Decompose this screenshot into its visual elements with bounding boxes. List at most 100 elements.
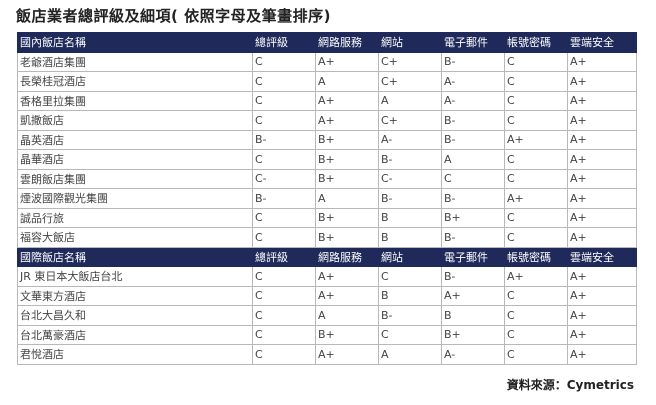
grade-cell: C <box>252 207 316 228</box>
grade-cell: B+ <box>315 129 379 150</box>
grade-cell: B- <box>378 188 442 209</box>
grade-cell: B+ <box>441 207 505 228</box>
grade-cell: C <box>252 324 316 345</box>
grade-cell: C- <box>378 168 442 189</box>
grade-cell: B+ <box>315 227 379 248</box>
table-header-row: 國際飯店名稱 總評級 網路服務 網站 電子郵件 帳號密碼 雲端安全 <box>17 246 637 267</box>
grade-cell: C <box>441 168 505 189</box>
grade-cell: A+ <box>567 344 637 365</box>
grade-cell: B+ <box>315 168 379 189</box>
grade-cell: A+ <box>567 129 637 150</box>
table-row: 文華東方酒店 C A+ B A+ C A+ <box>17 285 637 306</box>
grade-cell: A <box>378 90 442 111</box>
table-header-row: 國內飯店名稱 總評級 網路服務 網站 電子郵件 帳號密碼 雲端安全 <box>17 32 637 53</box>
table-row: 晶華酒店 C B+ B- A C A+ <box>17 149 637 170</box>
grade-cell: A- <box>441 71 505 92</box>
table-row: 煙波國際觀光集團 B- A B- B- A+ A+ <box>17 188 637 209</box>
table-row: 君悅酒店 C A+ A A- C A+ <box>17 344 637 365</box>
table-row: 台北萬豪酒店 C B+ C B+ C A+ <box>17 324 637 345</box>
hotel-rating-table: 國內飯店名稱 總評級 網路服務 網站 電子郵件 帳號密碼 雲端安全 老爺酒店集團 C A+ C+ B-… <box>17 32 637 365</box>
grade-cell: C <box>252 71 316 92</box>
grade-cell: C <box>252 227 316 248</box>
grade-cell: A+ <box>567 188 637 209</box>
grade-cell: A+ <box>567 90 637 111</box>
column-header: 電子郵件 <box>441 246 505 267</box>
column-header: 帳號密碼 <box>504 32 568 53</box>
grade-cell: A <box>315 188 379 209</box>
hotel-name-cell: 雲朗飯店集團 <box>17 168 253 189</box>
table-row: 誠品行旅 C B+ B B+ C A+ <box>17 207 637 228</box>
grade-cell: A+ <box>567 71 637 92</box>
grade-cell: A <box>441 149 505 170</box>
column-header: 雲端安全 <box>567 246 637 267</box>
grade-cell: A+ <box>567 266 637 287</box>
column-header: 網路服務 <box>315 32 379 53</box>
grade-cell: C <box>252 266 316 287</box>
hotel-name-cell: 晶華酒店 <box>17 149 253 170</box>
grade-cell: A- <box>441 90 505 111</box>
column-header: 總評級 <box>252 32 316 53</box>
grade-cell: C <box>252 149 316 170</box>
grade-cell: A+ <box>315 51 379 72</box>
hotel-name-cell: 文華東方酒店 <box>17 285 253 306</box>
column-header: 網站 <box>378 32 442 53</box>
grade-cell: C <box>504 285 568 306</box>
grade-cell: A+ <box>567 227 637 248</box>
hotel-name-cell: 台北大昌久和 <box>17 305 253 326</box>
grade-cell: B- <box>441 227 505 248</box>
grade-cell: A+ <box>567 285 637 306</box>
column-header: 帳號密碼 <box>504 246 568 267</box>
grade-cell: C+ <box>378 71 442 92</box>
data-source: 資料來源：Cymetrics <box>506 378 634 392</box>
grade-cell: C <box>252 285 316 306</box>
grade-cell: A+ <box>567 324 637 345</box>
grade-cell: C <box>504 305 568 326</box>
grade-cell: C <box>504 90 568 111</box>
grade-cell: B- <box>441 266 505 287</box>
grade-cell: B- <box>378 305 442 326</box>
grade-cell: A+ <box>315 266 379 287</box>
table-row: 香格里拉集團 C A+ A A- C A+ <box>17 90 637 111</box>
column-header: 網站 <box>378 246 442 267</box>
grade-cell: C <box>504 227 568 248</box>
column-header: 電子郵件 <box>441 32 505 53</box>
grade-cell: A- <box>378 129 442 150</box>
column-header: 雲端安全 <box>567 32 637 53</box>
grade-cell: A+ <box>441 285 505 306</box>
hotel-name-cell: 福容大飯店 <box>17 227 253 248</box>
grade-cell: B- <box>252 129 316 150</box>
table-row: 晶英酒店 B- B+ A- B- A+ A+ <box>17 129 637 150</box>
grade-cell: C <box>504 324 568 345</box>
grade-cell: C <box>504 207 568 228</box>
grade-cell: B+ <box>315 324 379 345</box>
grade-cell: B- <box>441 51 505 72</box>
grade-cell: C <box>378 324 442 345</box>
grade-cell: B- <box>441 110 505 131</box>
grade-cell: B <box>378 285 442 306</box>
hotel-name-cell: 誠品行旅 <box>17 207 253 228</box>
grade-cell: C <box>252 305 316 326</box>
grade-cell: C+ <box>378 51 442 72</box>
table-row: 福容大飯店 C B+ B B- C A+ <box>17 227 637 248</box>
grade-cell: A <box>315 71 379 92</box>
column-header: 總評級 <box>252 246 316 267</box>
grade-cell: B- <box>378 149 442 170</box>
table-row: 台北大昌久和 C A B- B C A+ <box>17 305 637 326</box>
grade-cell: C- <box>252 168 316 189</box>
hotel-name-cell: 晶英酒店 <box>17 129 253 150</box>
grade-cell: B- <box>441 188 505 209</box>
hotel-name-cell: JR 東日本大飯店台北 <box>17 266 253 287</box>
column-header: 國際飯店名稱 <box>17 246 253 267</box>
hotel-name-cell: 煙波國際觀光集團 <box>17 188 253 209</box>
table-row: 凱撒飯店 C A+ C+ B- C A+ <box>17 110 637 131</box>
grade-cell: A+ <box>567 51 637 72</box>
grade-cell: A- <box>441 344 505 365</box>
grade-cell: A+ <box>504 129 568 150</box>
hotel-name-cell: 凱撒飯店 <box>17 110 253 131</box>
hotel-name-cell: 台北萬豪酒店 <box>17 324 253 345</box>
grade-cell: B <box>378 227 442 248</box>
grade-cell: B <box>378 207 442 228</box>
grade-cell: A+ <box>567 305 637 326</box>
grade-cell: A+ <box>504 188 568 209</box>
grade-cell: A+ <box>504 266 568 287</box>
